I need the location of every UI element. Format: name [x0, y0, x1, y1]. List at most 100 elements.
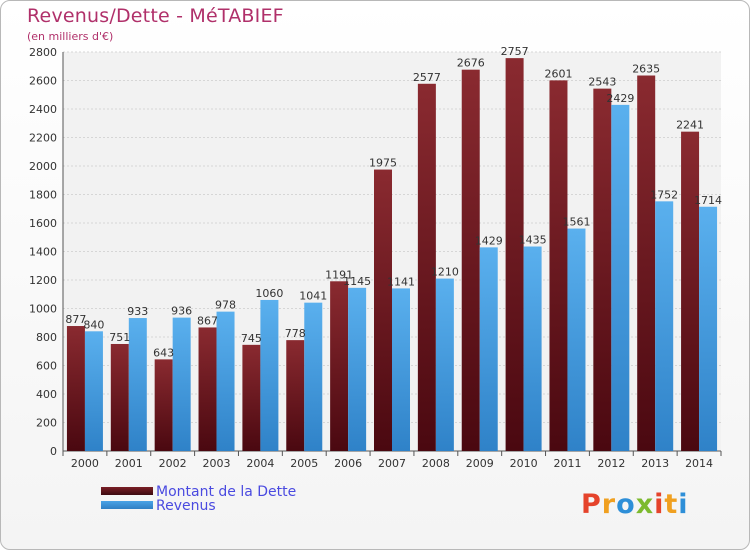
y-tick-label: 1400 [29, 246, 57, 259]
value-label-dette: 2241 [676, 119, 704, 132]
value-label-revenus: 1429 [475, 234, 503, 247]
value-label-dette: 2577 [413, 71, 441, 84]
x-tick-label: 2008 [422, 457, 450, 470]
value-label-revenus: 933 [127, 305, 148, 318]
legend-swatch-dette [101, 487, 153, 495]
x-tick-label: 2007 [378, 457, 406, 470]
value-label-dette: 778 [285, 327, 306, 340]
bar-dette [330, 281, 349, 451]
x-tick-label: 2012 [597, 457, 625, 470]
chart-subtitle: (en milliers d'€) [27, 30, 114, 43]
bar-dette [461, 69, 480, 452]
y-tick-label: 2800 [29, 46, 57, 59]
x-tick-label: 2002 [159, 457, 187, 470]
bar-dette [154, 359, 173, 451]
x-tick-label: 2001 [115, 457, 143, 470]
y-tick-label: 1800 [29, 189, 57, 202]
y-tick-label: 2400 [29, 103, 57, 116]
y-tick-label: 600 [36, 360, 57, 373]
value-label-revenus: 1210 [431, 266, 459, 279]
value-label-dette: 867 [197, 314, 218, 327]
bar-dette [549, 80, 568, 452]
x-tick-label: 2006 [334, 457, 362, 470]
y-tick-label: 0 [50, 445, 57, 458]
x-tick-label: 2003 [203, 457, 231, 470]
bar-dette [110, 343, 129, 451]
y-tick-label: 400 [36, 388, 57, 401]
value-label-revenus: 1145 [343, 275, 371, 288]
logo-letter: i [654, 489, 665, 520]
bar-dette [681, 131, 700, 451]
value-label-revenus: 1435 [519, 234, 547, 247]
bar-dette [286, 340, 305, 451]
bar-revenus [392, 288, 410, 451]
legend-label-revenus: Revenus [156, 498, 216, 514]
value-label-dette: 2635 [632, 63, 660, 76]
value-label-dette: 643 [153, 346, 174, 359]
bar-dette [198, 327, 217, 451]
logo-letter: i [678, 489, 689, 520]
value-label-dette: 2543 [588, 76, 616, 89]
bar-revenus [304, 302, 323, 451]
value-label-revenus: 1752 [650, 188, 678, 201]
x-tick-label: 2005 [290, 457, 318, 470]
x-tick-label: 2009 [466, 457, 494, 470]
value-label-dette: 2757 [501, 45, 529, 58]
value-label-revenus: 1141 [387, 275, 415, 288]
value-label-revenus: 978 [215, 299, 236, 312]
x-tick-label: 2014 [685, 457, 713, 470]
bar-dette [505, 58, 524, 451]
value-label-revenus: 936 [171, 305, 192, 318]
bar-revenus [479, 247, 498, 451]
bar-dette [417, 83, 436, 451]
proxiti-logo: Proxiti [581, 489, 689, 520]
bar-revenus [216, 311, 235, 451]
bar-dette [242, 344, 261, 451]
bar-dette [66, 326, 85, 451]
x-tick-label: 2011 [553, 457, 581, 470]
x-tick-label: 2000 [71, 457, 99, 470]
bar-revenus [435, 278, 454, 451]
bar-revenus [699, 206, 718, 451]
y-tick-label: 200 [36, 417, 57, 430]
bar-dette [374, 169, 392, 451]
bar-revenus [172, 317, 191, 451]
value-label-dette: 877 [65, 313, 86, 326]
y-tick-label: 2200 [29, 132, 57, 145]
logo-letter: r [601, 489, 617, 520]
logo-letter: x [635, 489, 655, 520]
bar-revenus [567, 228, 586, 451]
bar-revenus [655, 201, 674, 451]
logo-letter: o [616, 489, 636, 520]
value-label-dette: 1191 [325, 268, 353, 281]
y-tick-label: 1600 [29, 217, 57, 230]
y-tick-label: 2000 [29, 160, 57, 173]
legend-swatch-revenus [101, 501, 153, 509]
value-label-revenus: 2429 [606, 92, 634, 105]
value-label-revenus: 1714 [694, 194, 722, 207]
y-tick-label: 800 [36, 331, 57, 344]
bar-dette [593, 88, 612, 451]
value-label-revenus: 840 [83, 318, 104, 331]
bar-dette [637, 75, 656, 451]
value-label-dette: 745 [241, 332, 262, 345]
bar-revenus [348, 287, 367, 451]
value-label-revenus: 1041 [299, 290, 327, 303]
value-label-revenus: 1561 [562, 216, 590, 229]
x-tick-label: 2013 [641, 457, 669, 470]
bar-revenus [84, 331, 103, 451]
logo-letter: t [664, 489, 679, 520]
y-tick-label: 1000 [29, 303, 57, 316]
value-label-dette: 2601 [544, 67, 572, 80]
logo-letter: P [581, 489, 602, 520]
chart-title: Revenus/Dette - MéTABIEF [27, 5, 284, 27]
bar-revenus [260, 299, 279, 451]
value-label-revenus: 1060 [255, 287, 283, 300]
value-label-dette: 751 [109, 331, 130, 344]
y-tick-label: 2600 [29, 75, 57, 88]
bar-revenus [523, 246, 542, 451]
value-label-dette: 1975 [369, 157, 397, 170]
bar-revenus [611, 104, 630, 452]
